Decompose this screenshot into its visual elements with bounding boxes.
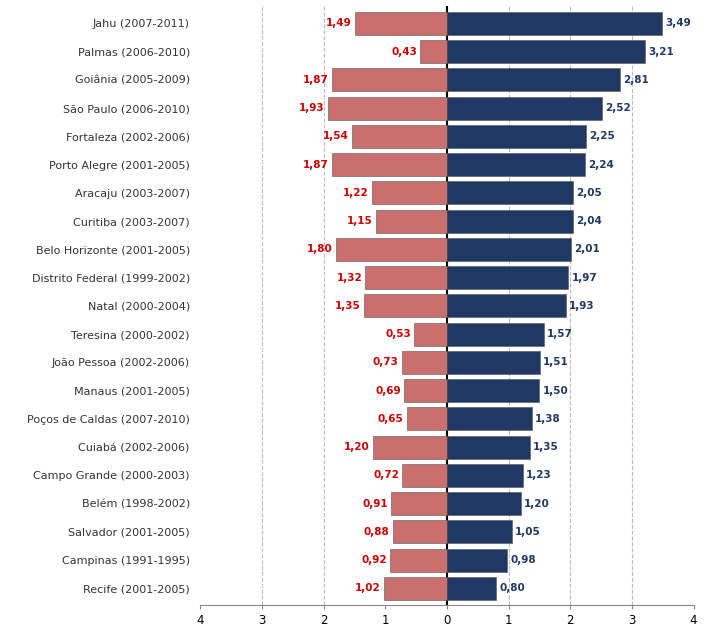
Bar bbox=[447, 464, 523, 487]
Text: 2,01: 2,01 bbox=[574, 245, 600, 254]
Bar bbox=[373, 435, 447, 459]
Text: 3,21: 3,21 bbox=[648, 46, 674, 57]
Bar bbox=[447, 549, 508, 572]
Bar bbox=[376, 209, 447, 232]
Text: 1,05: 1,05 bbox=[515, 527, 541, 537]
Text: 1,32: 1,32 bbox=[337, 272, 363, 283]
Text: 1,80: 1,80 bbox=[307, 245, 332, 254]
Bar bbox=[328, 97, 447, 120]
Bar bbox=[404, 379, 447, 402]
Bar bbox=[336, 238, 447, 261]
Text: 0,43: 0,43 bbox=[391, 46, 418, 57]
Text: 0,80: 0,80 bbox=[499, 583, 525, 593]
Bar bbox=[355, 12, 447, 35]
Text: 1,22: 1,22 bbox=[342, 188, 368, 198]
Bar bbox=[447, 153, 585, 176]
Text: 1,50: 1,50 bbox=[543, 386, 568, 395]
Text: 0,65: 0,65 bbox=[378, 414, 404, 424]
Text: 1,38: 1,38 bbox=[535, 414, 561, 424]
Bar bbox=[390, 549, 447, 572]
Text: 2,81: 2,81 bbox=[623, 75, 649, 85]
Text: 0,72: 0,72 bbox=[373, 470, 400, 480]
Bar bbox=[447, 577, 496, 600]
Bar bbox=[402, 351, 447, 374]
Text: 1,93: 1,93 bbox=[569, 301, 595, 311]
Text: 3,49: 3,49 bbox=[665, 19, 691, 28]
Text: 1,49: 1,49 bbox=[326, 19, 352, 28]
Bar bbox=[447, 209, 573, 232]
Text: 1,35: 1,35 bbox=[335, 301, 360, 311]
Bar bbox=[447, 266, 568, 289]
Bar bbox=[447, 323, 543, 346]
Bar bbox=[447, 238, 571, 261]
Text: 2,04: 2,04 bbox=[576, 216, 601, 226]
Text: 1,54: 1,54 bbox=[323, 131, 349, 142]
Text: 1,02: 1,02 bbox=[355, 583, 381, 593]
Text: 2,52: 2,52 bbox=[606, 103, 631, 113]
Bar bbox=[447, 68, 620, 91]
Bar bbox=[391, 492, 447, 515]
Bar bbox=[447, 520, 512, 544]
Text: 1,97: 1,97 bbox=[571, 272, 597, 283]
Text: 0,53: 0,53 bbox=[385, 329, 411, 339]
Bar bbox=[403, 464, 447, 487]
Text: 1,57: 1,57 bbox=[547, 329, 573, 339]
Bar bbox=[372, 182, 447, 205]
Text: 1,15: 1,15 bbox=[347, 216, 373, 226]
Text: 0,92: 0,92 bbox=[361, 555, 387, 565]
Text: 1,51: 1,51 bbox=[543, 357, 569, 367]
Bar bbox=[332, 153, 447, 176]
Text: 1,35: 1,35 bbox=[533, 442, 559, 452]
Bar bbox=[414, 323, 447, 346]
Text: 0,73: 0,73 bbox=[373, 357, 399, 367]
Text: 2,25: 2,25 bbox=[588, 131, 614, 142]
Text: 1,87: 1,87 bbox=[302, 75, 328, 85]
Bar bbox=[447, 40, 645, 63]
Text: 0,91: 0,91 bbox=[362, 498, 388, 509]
Bar bbox=[447, 351, 540, 374]
Bar bbox=[332, 68, 447, 91]
Bar bbox=[447, 379, 539, 402]
Bar bbox=[420, 40, 447, 63]
Text: 1,20: 1,20 bbox=[524, 498, 550, 509]
Bar bbox=[447, 12, 662, 35]
Bar bbox=[364, 294, 447, 317]
Bar bbox=[447, 125, 586, 148]
Text: 1,23: 1,23 bbox=[526, 470, 551, 480]
Text: 0,69: 0,69 bbox=[375, 386, 401, 395]
Text: 1,93: 1,93 bbox=[299, 103, 325, 113]
Bar bbox=[447, 97, 602, 120]
Bar bbox=[447, 182, 573, 205]
Bar bbox=[447, 407, 532, 430]
Text: 1,20: 1,20 bbox=[344, 442, 370, 452]
Bar bbox=[384, 577, 447, 600]
Bar bbox=[393, 520, 447, 544]
Bar bbox=[447, 294, 566, 317]
Bar bbox=[407, 407, 447, 430]
Text: 1,87: 1,87 bbox=[302, 160, 328, 169]
Bar bbox=[365, 266, 447, 289]
Bar bbox=[447, 435, 530, 459]
Bar bbox=[447, 492, 521, 515]
Text: 2,05: 2,05 bbox=[576, 188, 602, 198]
Text: 0,98: 0,98 bbox=[511, 555, 536, 565]
Text: 0,88: 0,88 bbox=[364, 527, 390, 537]
Text: 2,24: 2,24 bbox=[588, 160, 614, 169]
Bar bbox=[352, 125, 447, 148]
